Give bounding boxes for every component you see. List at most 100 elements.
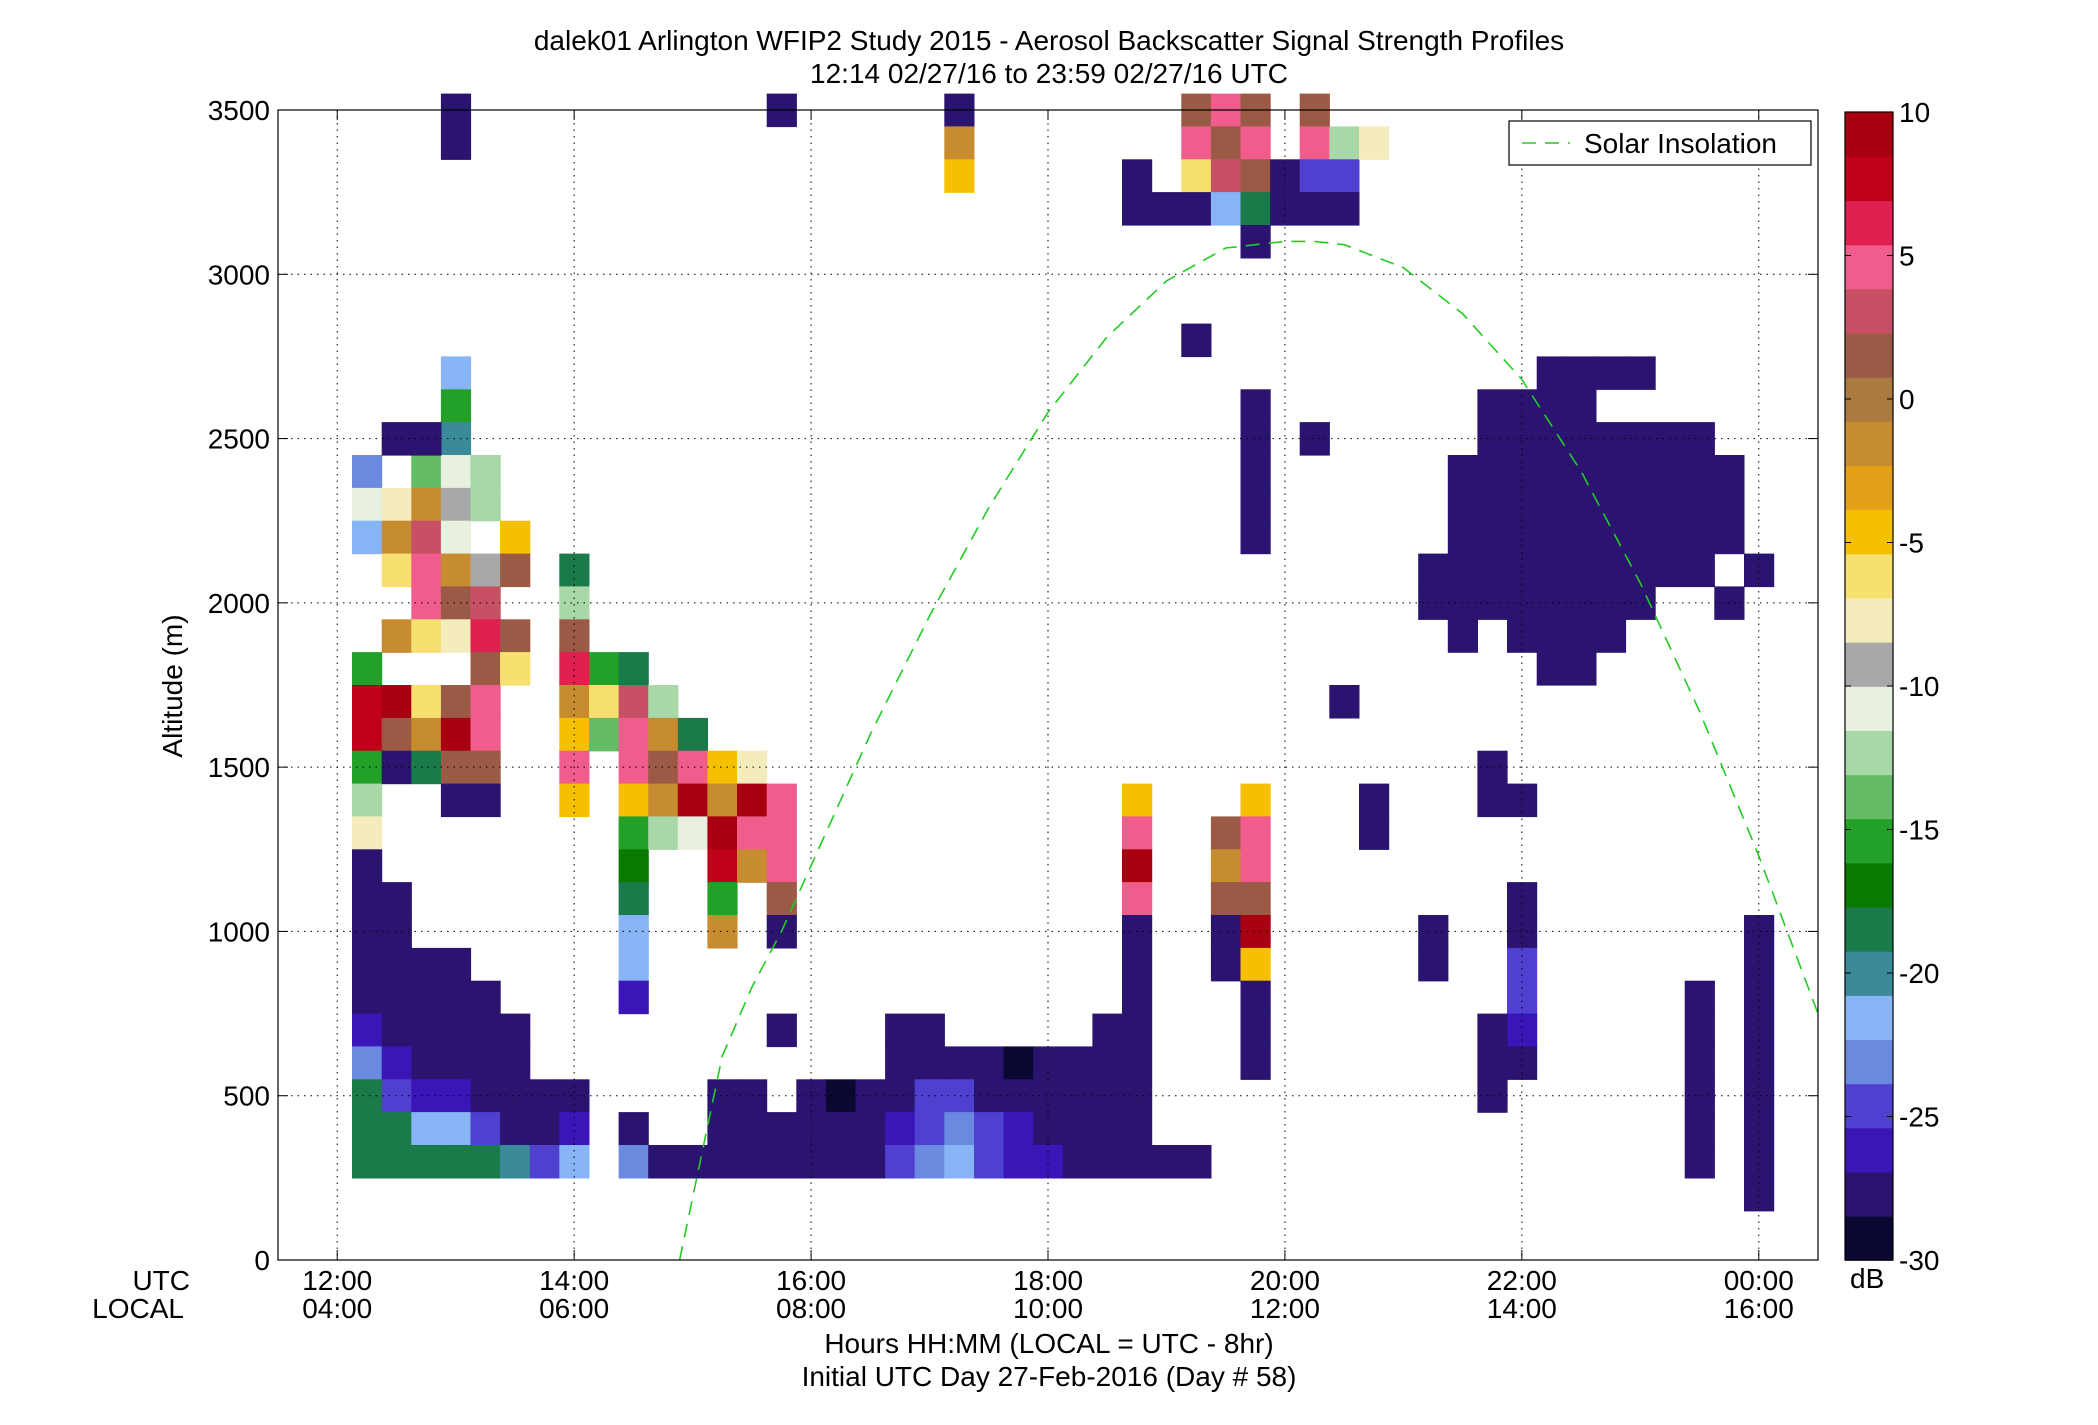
heatmap-cell	[648, 717, 679, 752]
heatmap-cell	[825, 1112, 857, 1146]
heatmap-cell	[766, 816, 797, 850]
heatmap-cell	[352, 882, 383, 916]
heatmap-cell	[1092, 1079, 1123, 1113]
heatmap-cell	[1122, 783, 1153, 818]
heatmap-cell	[1210, 882, 1242, 916]
x-axis-label: Hours HH:MM (LOCAL = UTC - 8hr)	[824, 1328, 1273, 1359]
heatmap-cell	[1210, 192, 1242, 226]
heatmap-cell	[470, 750, 501, 785]
heatmap-cell	[1477, 1013, 1508, 1048]
heatmap-cell	[352, 717, 383, 752]
heatmap-cell	[1210, 816, 1242, 850]
heatmap-cell	[707, 849, 738, 883]
colorbar-segment	[1845, 421, 1893, 467]
heatmap-cell	[381, 619, 412, 653]
heatmap-cell	[1566, 553, 1597, 588]
heatmap-cell	[1595, 619, 1627, 653]
heatmap-cell	[470, 783, 501, 818]
colorbar-tick-label: 0	[1899, 384, 1915, 415]
heatmap-cell	[411, 1046, 442, 1080]
heatmap-cell	[1092, 1046, 1123, 1080]
heatmap-cell	[1714, 586, 1745, 620]
heatmap-cell	[855, 1145, 886, 1179]
heatmap-cell	[1595, 455, 1627, 489]
heatmap-cell	[470, 619, 501, 653]
heatmap-cell	[470, 553, 501, 588]
colorbar-segment	[1845, 1171, 1893, 1217]
colorbar-segment	[1845, 244, 1893, 290]
x-tick-label-local: 16:00	[1724, 1293, 1794, 1324]
y-tick-label: 1000	[208, 916, 270, 947]
heatmap-cell	[1507, 455, 1538, 489]
heatmap-cell	[1684, 980, 1715, 1015]
heatmap-cell	[944, 159, 975, 193]
heatmap-cell	[440, 455, 472, 489]
heatmap-cell	[1714, 487, 1745, 522]
heatmap-cell	[470, 717, 501, 752]
x-tick-label-utc: 22:00	[1487, 1265, 1557, 1296]
heatmap-cell	[352, 487, 383, 522]
heatmap-cell	[796, 1112, 827, 1146]
heatmap-cell	[1655, 520, 1686, 555]
colorbar-tick-label: -10	[1899, 671, 1939, 702]
heatmap-cell	[737, 1145, 768, 1179]
heatmap-cell	[1240, 1013, 1271, 1048]
x-tick-label-utc: 20:00	[1250, 1265, 1320, 1296]
heatmap-cell	[1566, 520, 1597, 555]
heatmap-cell	[1477, 455, 1508, 489]
heatmap-cell	[944, 1112, 975, 1146]
chart-title: dalek01 Arlington WFIP2 Study 2015 - Aer…	[534, 25, 1564, 56]
x-tick-label-utc: 14:00	[539, 1265, 609, 1296]
heatmap-cell	[440, 619, 472, 653]
x-tick-label-local: 06:00	[539, 1293, 609, 1324]
heatmap-cell	[470, 980, 501, 1015]
heatmap-cell	[1122, 816, 1153, 850]
heatmap-cell	[500, 619, 531, 653]
heatmap-cell	[677, 783, 708, 818]
heatmap-cell	[440, 750, 472, 785]
heatmap-cell	[737, 1112, 768, 1146]
colorbar-segment	[1845, 1039, 1893, 1085]
heatmap-cell	[914, 1046, 945, 1080]
heatmap-cell	[440, 1046, 472, 1080]
heatmap-cell	[470, 1079, 501, 1113]
colorbar-unit-label: dB	[1850, 1263, 1884, 1294]
heatmap-cell	[1595, 356, 1627, 390]
y-tick-label: 3500	[208, 95, 270, 126]
heatmap-cell	[1359, 783, 1390, 818]
heatmap-cell	[440, 356, 472, 390]
heatmap-cell	[707, 1079, 738, 1113]
heatmap-cell	[381, 487, 412, 522]
heatmap-cell	[559, 1112, 590, 1146]
heatmap-cell	[1240, 947, 1271, 982]
heatmap-cell	[1003, 1145, 1034, 1179]
y-tick-label: 0	[254, 1245, 270, 1276]
heatmap-cell	[766, 783, 797, 818]
heatmap-cell	[1595, 520, 1627, 555]
heatmap-cell	[352, 816, 383, 850]
colorbar-segment	[1845, 112, 1893, 157]
heatmap-cell	[1477, 389, 1508, 423]
legend-box	[1508, 120, 1812, 166]
heatmap-cell	[1210, 849, 1242, 883]
colorbar-tick-label: 5	[1899, 241, 1915, 272]
heatmap-cell	[944, 1046, 975, 1080]
heatmap-cell	[440, 947, 472, 982]
heatmap-cell	[1122, 980, 1153, 1015]
heatmap-cell	[1507, 487, 1538, 522]
heatmap-cell	[1122, 1112, 1153, 1146]
heatmap-cell	[1122, 1013, 1153, 1048]
heatmap-cell	[618, 1112, 649, 1146]
heatmap-cell	[1536, 619, 1567, 653]
heatmap-cell	[470, 1013, 501, 1048]
colorbar-segment	[1845, 774, 1893, 820]
heatmap-cell	[618, 717, 649, 752]
heatmap-cell	[440, 1145, 472, 1179]
heatmap-cell	[1507, 1013, 1538, 1048]
y-tick-label: 3000	[208, 259, 270, 290]
heatmap-cell	[618, 980, 649, 1015]
heatmap-cell	[1092, 1145, 1123, 1179]
colorbar-segment	[1845, 332, 1893, 378]
colorbar-segment	[1845, 288, 1893, 334]
